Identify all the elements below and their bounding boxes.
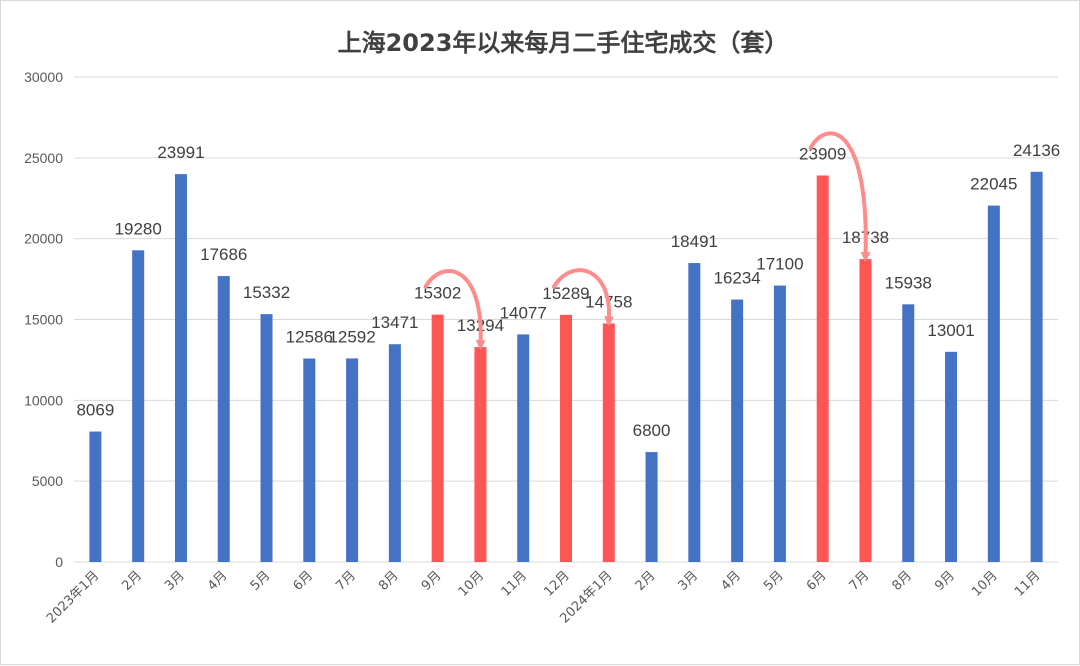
- bar: [260, 314, 273, 562]
- bar: [688, 263, 701, 562]
- bar: [1030, 171, 1043, 562]
- data-label: 15302: [414, 284, 461, 303]
- x-tick-label: 11月: [1012, 568, 1043, 599]
- x-tick-label: 5月: [248, 568, 274, 594]
- y-tick-label: 30000: [24, 69, 63, 85]
- data-label: 6800: [633, 421, 671, 440]
- x-tick-label: 2月: [119, 568, 145, 594]
- chart-title: 上海2023年以来每月二手住宅成交（套）: [338, 29, 789, 57]
- x-tick-label: 2月: [633, 568, 659, 594]
- bar: [560, 314, 572, 562]
- x-tick-label: 2023年1月: [44, 568, 102, 626]
- bar: [388, 344, 401, 562]
- bar: [89, 431, 102, 562]
- bar: [517, 334, 530, 562]
- x-tick-label: 4月: [205, 568, 231, 594]
- y-axis-ticks: 0 5000 10000 15000 20000 25000 30000: [24, 69, 63, 570]
- bar: [132, 250, 145, 562]
- data-label: 15289: [542, 284, 589, 303]
- data-label: 15938: [885, 273, 932, 292]
- y-tick-label: 25000: [24, 150, 63, 166]
- x-tick-label: 5月: [761, 568, 787, 594]
- data-label: 12586: [286, 328, 333, 347]
- data-label: 23991: [157, 143, 204, 162]
- bar: [731, 299, 744, 562]
- x-tick-label: 7月: [333, 568, 359, 594]
- arrow-annotation: [552, 268, 615, 327]
- x-tick-label: 7月: [847, 568, 873, 594]
- y-tick-label: 10000: [24, 392, 63, 408]
- y-tick-label: 5000: [32, 473, 63, 489]
- x-tick-label: 8月: [889, 568, 915, 594]
- bar: [902, 304, 915, 562]
- x-tick-label: 10月: [969, 568, 1000, 599]
- arrow-annotation: [423, 269, 486, 351]
- x-tick-label: 11月: [499, 568, 530, 599]
- x-tick-label: 12月: [541, 568, 572, 599]
- data-label: 13001: [927, 321, 974, 340]
- x-tick-label: 9月: [932, 568, 958, 594]
- x-tick-label: 10月: [456, 568, 487, 599]
- bar: [645, 452, 658, 562]
- bar: [987, 205, 1000, 562]
- bars: [89, 171, 1043, 562]
- arrow-annotations: [423, 131, 871, 351]
- y-tick-label: 15000: [24, 312, 63, 328]
- data-label: 22045: [970, 175, 1017, 194]
- data-label: 16234: [713, 269, 760, 288]
- bar: [174, 174, 187, 562]
- x-tick-label: 9月: [419, 568, 445, 594]
- data-label: 12592: [328, 327, 375, 346]
- bar: [217, 276, 230, 562]
- data-label: 17686: [200, 245, 247, 264]
- data-label: 23909: [799, 144, 846, 163]
- arrow-annotation: [808, 131, 871, 263]
- bar: [602, 323, 615, 562]
- data-label: 14077: [500, 303, 547, 322]
- x-tick-label: 6月: [804, 568, 830, 594]
- bar: [945, 351, 958, 562]
- bar: [474, 347, 487, 562]
- data-label: 15332: [243, 283, 290, 302]
- data-label: 8069: [76, 401, 114, 420]
- x-tick-label: 8月: [376, 568, 402, 594]
- bar: [346, 358, 359, 562]
- bar: [859, 259, 872, 562]
- bar: [816, 175, 829, 562]
- data-label: 13471: [371, 313, 418, 332]
- y-tick-label: 20000: [24, 231, 63, 247]
- data-label: 17100: [756, 255, 803, 274]
- x-tick-label: 4月: [718, 568, 744, 594]
- x-tick-label: 3月: [162, 568, 188, 594]
- data-label: 24136: [1013, 141, 1060, 160]
- x-tick-label: 6月: [290, 568, 316, 594]
- bar: [303, 358, 316, 562]
- bar: [773, 285, 786, 562]
- bar: [431, 314, 444, 562]
- y-tick-label: 0: [55, 554, 63, 570]
- data-label: 19280: [115, 219, 162, 238]
- x-tick-label: 3月: [676, 568, 702, 594]
- data-label: 18491: [671, 232, 718, 251]
